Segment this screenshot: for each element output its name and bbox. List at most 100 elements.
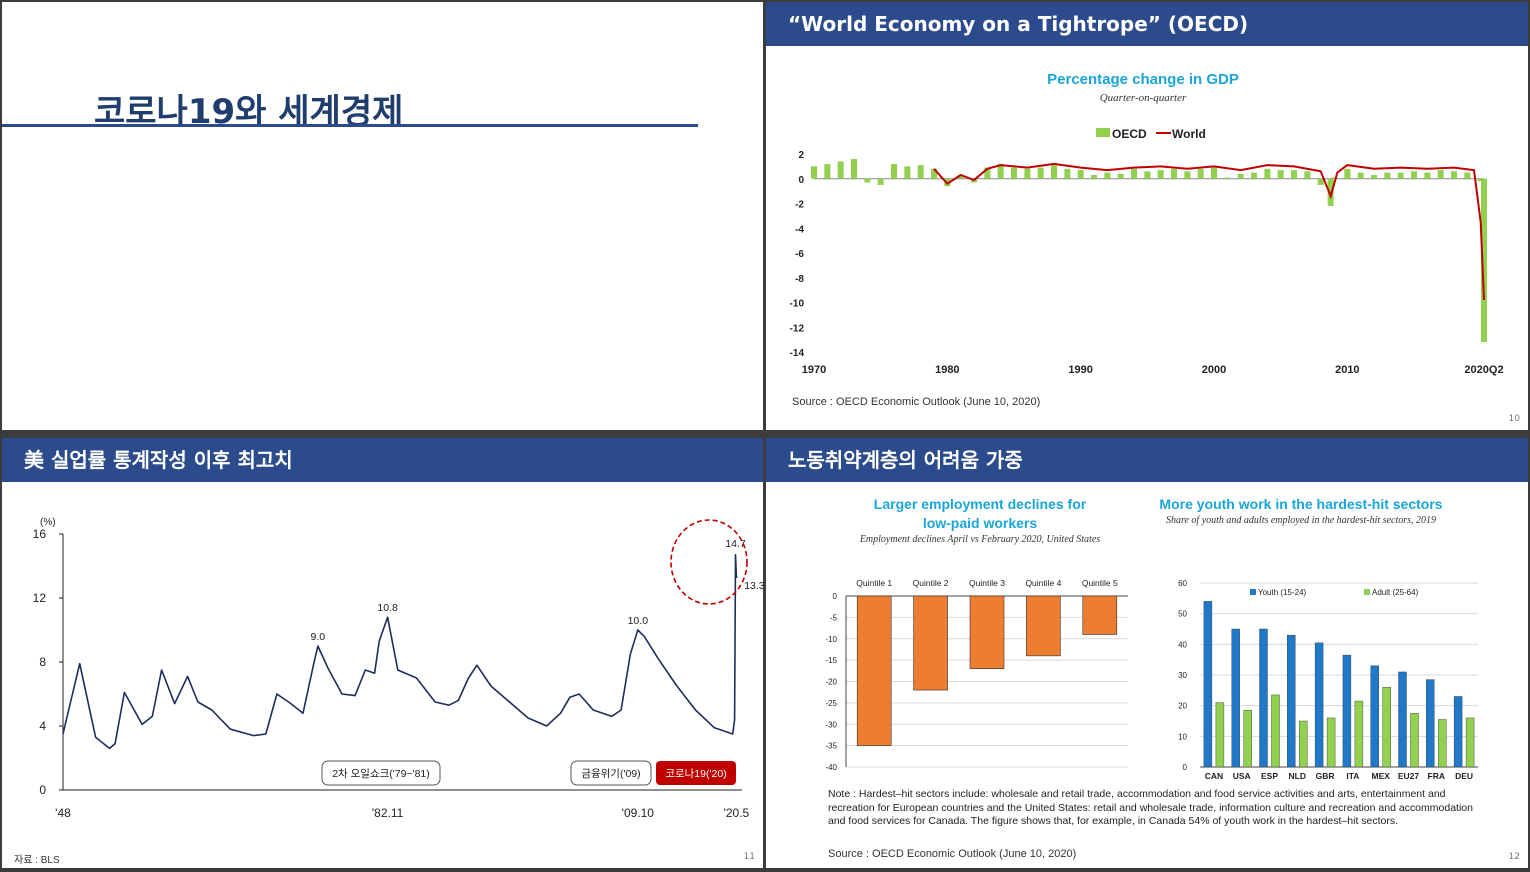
- highlight-circle: [670, 519, 748, 605]
- financial-crisis-label: 금융위기('09): [581, 767, 640, 780]
- y-tick-label: 8: [39, 655, 46, 669]
- x-tick-label: 2020Q2: [1464, 364, 1503, 376]
- y-tick-label: 4: [39, 719, 46, 733]
- employment-decline-bar: [1026, 595, 1061, 657]
- x-tick-label: 1970: [802, 364, 826, 376]
- employment-decline-bar: [969, 595, 1005, 669]
- y-tick-label: 2: [798, 150, 804, 161]
- gdp-bar-oecd: [997, 163, 1004, 179]
- x-tick-label: 1990: [1068, 364, 1092, 376]
- x-tick-label: 2010: [1335, 364, 1359, 376]
- unemployment-chart: (%)16 12 8 4 0 '48 '82.11 '09.10 '20.5 9.0 10.8 10.…: [33, 517, 763, 820]
- adult-bar: [1410, 713, 1419, 768]
- gdp-bar-oecd: [891, 163, 897, 179]
- legend-label-youth: Youth (15-24): [1258, 588, 1307, 597]
- gdp-bar-oecd: [1317, 178, 1324, 185]
- data-label: 10.8: [377, 602, 398, 614]
- gdp-bar-oecd: [851, 158, 857, 179]
- gdp-bar-oecd: [1424, 172, 1431, 179]
- source-text: Source : OECD Economic Outlook (June 10,…: [792, 396, 1041, 408]
- left-chart-title-1: Larger employment declines for: [873, 496, 1087, 512]
- employment-decline-bar: [913, 595, 948, 691]
- legend-label-world: World: [1172, 127, 1206, 141]
- gdp-bar-oecd: [1437, 170, 1444, 179]
- legend-swatch-oecd: [1096, 128, 1110, 137]
- gdp-bar-oecd: [1481, 178, 1487, 343]
- employment-decline-bar: [856, 595, 892, 746]
- y-tick-label: 50: [1178, 610, 1187, 619]
- gdp-bar-oecd: [1091, 175, 1097, 179]
- gdp-bar-oecd: [1131, 168, 1137, 179]
- x-tick-label: 1980: [935, 364, 959, 376]
- gdp-bar-oecd: [1451, 171, 1457, 179]
- data-label: 10.0: [628, 615, 649, 627]
- youth-bar: [1453, 696, 1463, 768]
- data-label: 9.0: [311, 631, 326, 643]
- legend-label-oecd: OECD: [1112, 127, 1147, 141]
- oil-shock-box: [321, 760, 441, 786]
- youth-bar: [1342, 654, 1352, 768]
- y-tick-label: -12: [790, 323, 805, 334]
- y-tick-label: -6: [795, 249, 804, 260]
- gdp-bar-oecd: [1411, 171, 1417, 179]
- category-label: Quintile 3: [969, 578, 1005, 588]
- gdp-bar-oecd: [931, 168, 937, 179]
- chart-subtitle: Quarter-on-quarter: [1099, 92, 1187, 104]
- note-text: Note : Hardest–hit sectors include: whol…: [828, 788, 1473, 827]
- adult-bar: [1243, 710, 1252, 768]
- y-tick-label: 60: [1178, 579, 1187, 588]
- y-tick-label: -15: [825, 656, 837, 665]
- gdp-bar-oecd: [1077, 170, 1084, 179]
- gdp-bar-oecd: [1237, 173, 1244, 179]
- unemployment-line: [62, 554, 738, 750]
- adult-bar: [1299, 720, 1308, 768]
- employment-charts: 0 -5 -10 -15 -20 -25 -30 -35 -40 Quintile 1 Quinti…: [825, 578, 1478, 781]
- category-label: MEX: [1371, 771, 1390, 781]
- y-tick-label: -25: [825, 699, 837, 708]
- gdp-bar-oecd: [1037, 167, 1044, 179]
- left-chart-title-2: low-paid workers: [922, 515, 1038, 531]
- youth-bar: [1426, 679, 1435, 768]
- y-tick-label: 40: [1178, 640, 1187, 649]
- source-text: Source : OECD Economic Outlook (June 10,…: [828, 848, 1077, 860]
- adult-bar: [1354, 700, 1364, 768]
- legend-swatch-youth: [1250, 589, 1256, 595]
- page-number: 12: [1508, 852, 1520, 862]
- y-tick-label: -2: [795, 200, 804, 211]
- slide-header: “World Economy on a Tightrope” (OECD): [766, 2, 1528, 46]
- gdp-line-world: [933, 162, 1485, 301]
- category-label: DEU: [1455, 771, 1473, 781]
- gdp-bar-oecd: [957, 175, 964, 179]
- y-tick-label: 0: [39, 783, 46, 797]
- y-tick-label: -40: [825, 763, 837, 772]
- category-label: ESP: [1261, 771, 1278, 781]
- financial-crisis-box: [570, 760, 652, 786]
- slide-oecd-gdp: “World Economy on a Tightrope” (OECD) Pe…: [766, 2, 1528, 430]
- title-underline: [2, 124, 698, 127]
- adult-bar: [1382, 687, 1391, 768]
- gdp-bar-oecd: [1171, 168, 1177, 179]
- gdp-bar-oecd: [1331, 177, 1337, 179]
- slide-us-unemployment: 美 실업률 통계작성 이후 최고치 (%) 16 12 8 4 0 '48 '82.11 '09…: [2, 438, 763, 868]
- legend-swatch-adult: [1364, 589, 1370, 595]
- y-tick-label: 12: [33, 591, 47, 605]
- y-tick-label: -35: [825, 742, 837, 751]
- page-number: 10: [1508, 414, 1520, 424]
- category-label: CAN: [1205, 771, 1223, 781]
- y-tick-label: 30: [1178, 671, 1187, 680]
- y-tick-label: 10: [1178, 732, 1187, 741]
- gdp-bar-oecd: [837, 161, 844, 179]
- adult-bar: [1215, 702, 1225, 768]
- y-tick-label: -10: [790, 299, 805, 310]
- adult-bar: [1271, 694, 1280, 768]
- gdp-bar-oecd: [1371, 175, 1377, 179]
- left-chart-subtitle: Employment declines April vs February 20…: [859, 534, 1101, 545]
- gdp-bar-oecd: [1277, 170, 1284, 179]
- slide-vulnerable-workers: 노동취약계층의 어려움 가중 Larger employment decline…: [766, 438, 1528, 868]
- y-tick-label: -5: [830, 613, 838, 622]
- y-tick-label: 0: [798, 175, 804, 186]
- youth-bar: [1370, 665, 1379, 768]
- adult-bar: [1438, 719, 1447, 768]
- y-tick-label: 16: [33, 527, 47, 541]
- covid-label: 코로나19('20): [665, 768, 726, 780]
